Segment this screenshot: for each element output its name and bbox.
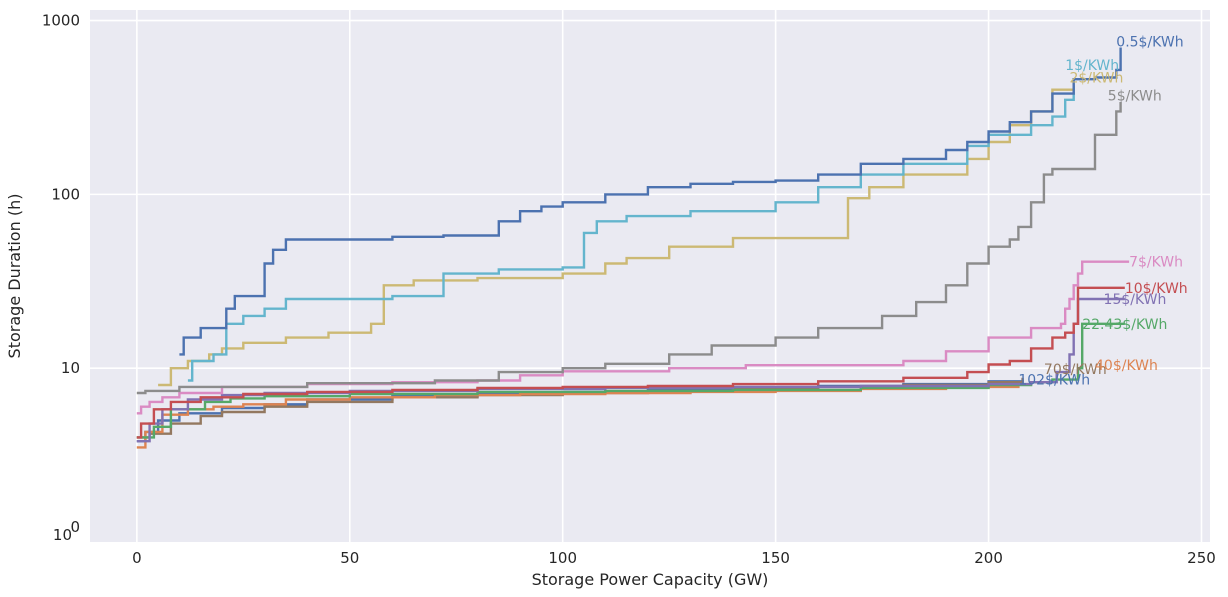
x-axis-label: Storage Power Capacity (GW)	[532, 570, 769, 589]
y-tick-label: 10	[53, 526, 72, 544]
series-label: 40$/KWh	[1095, 358, 1158, 374]
x-tick-label: 100	[548, 549, 577, 567]
series-label: 102$/KWh	[1018, 373, 1090, 389]
series-label: 22.43$/KWh	[1082, 317, 1167, 333]
y-tick-label: 10	[61, 359, 80, 377]
y-axis-label: Storage Duration (h)	[5, 194, 24, 359]
y-tick-label: 1000	[42, 12, 80, 30]
series-label: 2$/KWh	[1069, 71, 1123, 87]
series-label: 15$/KWh	[1104, 292, 1167, 308]
y-tick-label: 100	[51, 185, 80, 203]
series-line	[179, 47, 1122, 356]
x-tick-label: 50	[340, 549, 359, 567]
series-label: 10$/KWh	[1125, 281, 1188, 297]
series-label: 5$/KWh	[1108, 89, 1162, 105]
series-line	[136, 322, 1125, 439]
x-tick-label: 200	[974, 549, 1003, 567]
y-tick-superscript: 0	[70, 518, 80, 536]
x-tick-label: 0	[132, 549, 142, 567]
grid	[90, 10, 1210, 542]
series-label: 1$/KWh	[1065, 58, 1119, 74]
x-tick-label: 150	[761, 549, 790, 567]
series-line	[136, 102, 1122, 395]
plot-background	[90, 10, 1210, 542]
x-tick-label: 250	[1187, 549, 1216, 567]
series-label: 70$/KWh	[1044, 362, 1107, 378]
series-line	[136, 297, 1125, 443]
series-label: 7$/KWh	[1129, 255, 1183, 271]
series-line	[136, 286, 1125, 439]
series-labels: 102$/KWh70$/KWh40$/KWh22.43$/KWh15$/KWh1…	[1018, 34, 1187, 388]
series-label: 0.5$/KWh	[1116, 34, 1183, 50]
series-line	[136, 260, 1130, 415]
x-tick-labels: 0 50 100 150 200 250	[132, 549, 1216, 567]
series-group	[136, 47, 1130, 449]
series-line	[158, 84, 1075, 387]
